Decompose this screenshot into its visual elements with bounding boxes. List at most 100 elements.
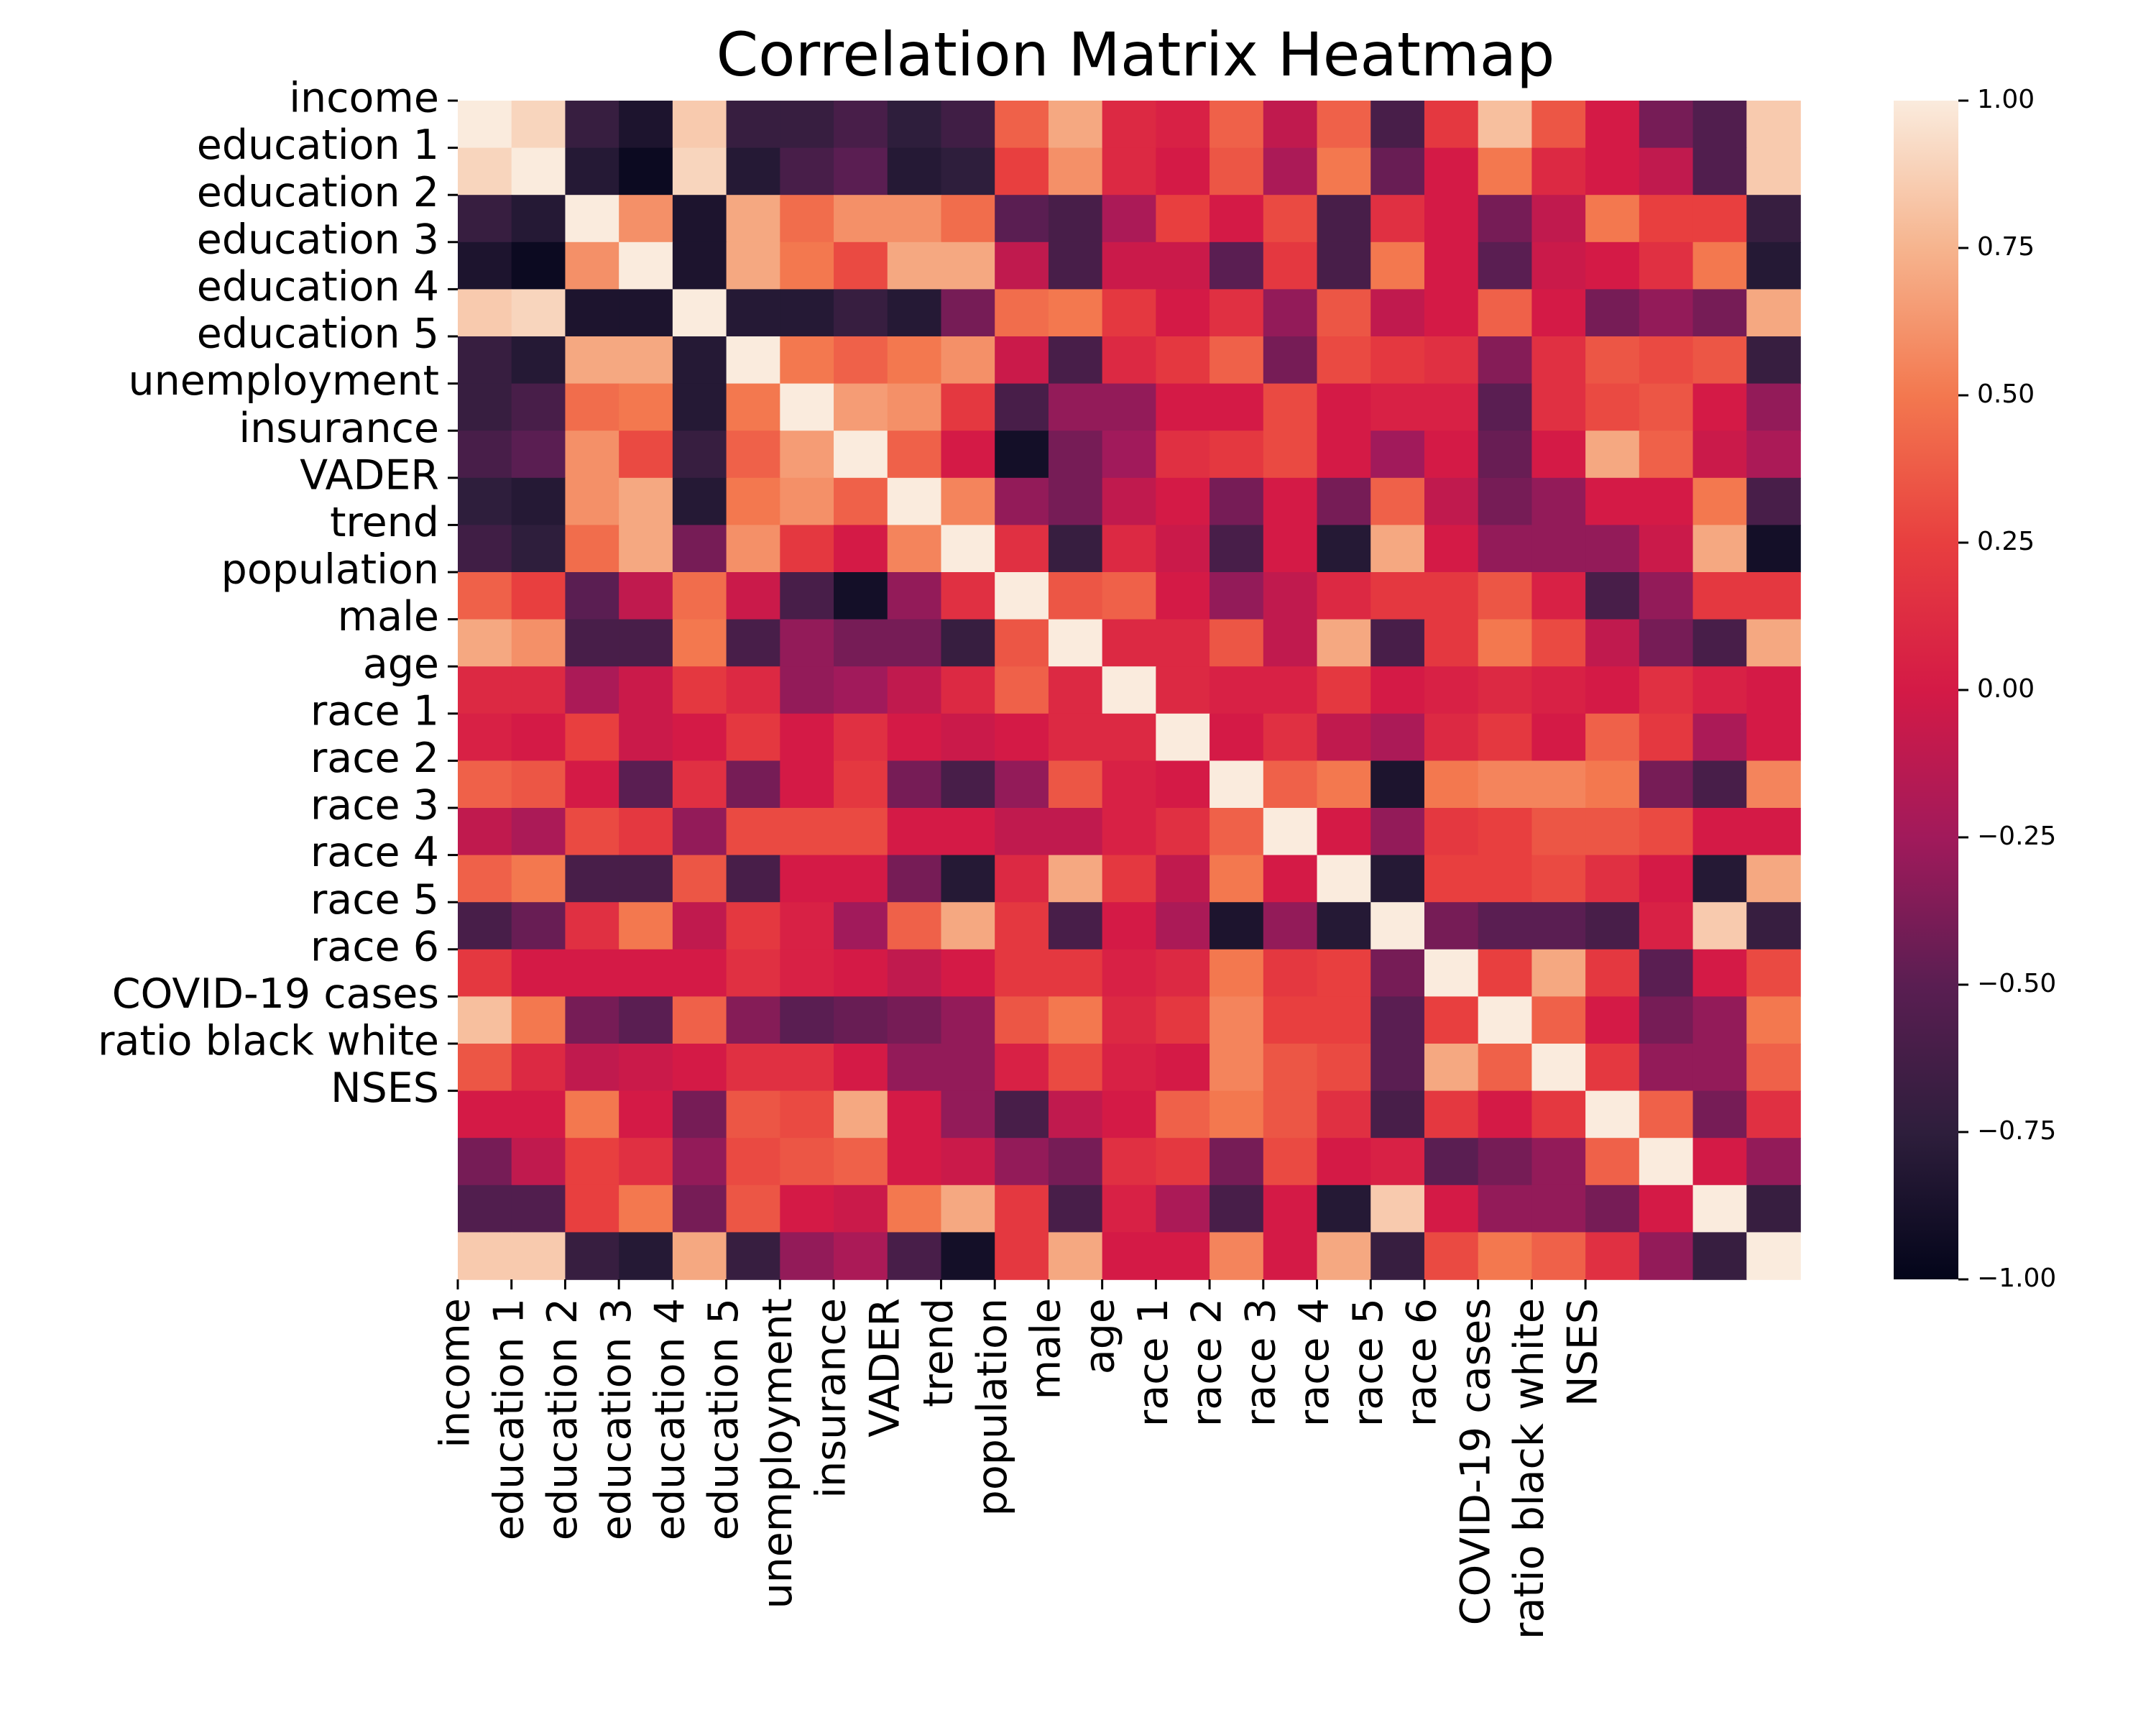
heatmap-cell bbox=[1370, 1184, 1425, 1233]
heatmap-cell bbox=[1424, 1138, 1479, 1186]
heatmap-cell bbox=[458, 902, 512, 950]
heatmap-cell bbox=[1370, 1138, 1425, 1186]
heatmap-cell bbox=[1317, 1138, 1372, 1186]
heatmap-cell bbox=[995, 808, 1049, 856]
heatmap-cell bbox=[1048, 525, 1103, 573]
heatmap-cell bbox=[1210, 1090, 1264, 1138]
heatmap-cell bbox=[619, 336, 673, 385]
heatmap-cell bbox=[1746, 1090, 1801, 1138]
heatmap-cell bbox=[1424, 619, 1479, 667]
heatmap-cell bbox=[780, 713, 834, 762]
heatmap-cell bbox=[1156, 383, 1210, 431]
heatmap-cell bbox=[1585, 902, 1640, 950]
heatmap-cell bbox=[1531, 431, 1586, 479]
heatmap-cell bbox=[1102, 477, 1157, 526]
heatmap-cell bbox=[1531, 289, 1586, 337]
heatmap-cell bbox=[1478, 666, 1533, 714]
heatmap-cell bbox=[672, 242, 727, 290]
heatmap-cell bbox=[1585, 1184, 1640, 1233]
heatmap-cell bbox=[1210, 383, 1264, 431]
heatmap-cell bbox=[1317, 336, 1372, 385]
heatmap-cell bbox=[995, 619, 1049, 667]
column-label: race 5 bbox=[1345, 1298, 1392, 1427]
heatmap-cell bbox=[619, 289, 673, 337]
heatmap-cell bbox=[458, 477, 512, 526]
heatmap-cell bbox=[1102, 336, 1157, 385]
heatmap-cell bbox=[941, 431, 995, 479]
heatmap-cell bbox=[1317, 383, 1372, 431]
heatmap-cell bbox=[672, 195, 727, 243]
heatmap-cell bbox=[1746, 1184, 1801, 1233]
heatmap-cell bbox=[941, 666, 995, 714]
heatmap-cell bbox=[1746, 949, 1801, 998]
heatmap-cell bbox=[1639, 1138, 1694, 1186]
heatmap-cell bbox=[1692, 808, 1748, 856]
heatmap-cell bbox=[1692, 902, 1748, 950]
heatmap-cell bbox=[1317, 808, 1372, 856]
heatmap-cell bbox=[1692, 1090, 1748, 1138]
heatmap-cell bbox=[1692, 431, 1748, 479]
heatmap-cell bbox=[1210, 713, 1264, 762]
heatmap-cell bbox=[887, 242, 942, 290]
heatmap-cell bbox=[1746, 101, 1801, 149]
heatmap-cell bbox=[458, 619, 512, 667]
heatmap-cell bbox=[1102, 902, 1157, 950]
heatmap-cell bbox=[565, 289, 619, 337]
heatmap-cell bbox=[1478, 383, 1533, 431]
heatmap-cell bbox=[1156, 431, 1210, 479]
heatmap-cell bbox=[1048, 1090, 1103, 1138]
heatmap-cell bbox=[1478, 147, 1533, 196]
heatmap-cell bbox=[887, 855, 942, 903]
heatmap-cell bbox=[1478, 808, 1533, 856]
heatmap-cell bbox=[619, 808, 673, 856]
heatmap-cell bbox=[1317, 666, 1372, 714]
heatmap-cell bbox=[1102, 666, 1157, 714]
heatmap-cell bbox=[941, 808, 995, 856]
heatmap-cell bbox=[1210, 289, 1264, 337]
heatmap-cell bbox=[511, 1184, 566, 1233]
heatmap-cell bbox=[780, 760, 834, 809]
heatmap-cell bbox=[726, 713, 781, 762]
heatmap-cell bbox=[1102, 1232, 1157, 1280]
heatmap-cell bbox=[726, 477, 781, 526]
heatmap-cell bbox=[1692, 525, 1748, 573]
heatmap-cell bbox=[1317, 902, 1372, 950]
column-label: race 1 bbox=[1130, 1298, 1177, 1427]
heatmap-cell bbox=[1263, 1138, 1318, 1186]
heatmap-cell bbox=[511, 383, 566, 431]
heatmap-cell bbox=[1370, 713, 1425, 762]
heatmap-cell bbox=[1531, 336, 1586, 385]
heatmap-cell bbox=[1370, 949, 1425, 998]
heatmap-cell bbox=[995, 477, 1049, 526]
heatmap-cell bbox=[1424, 1184, 1479, 1233]
heatmap-cell bbox=[565, 1184, 619, 1233]
heatmap-cell bbox=[619, 1138, 673, 1186]
heatmap-cell bbox=[1102, 383, 1157, 431]
row-label: ratio black white bbox=[98, 1018, 439, 1065]
column-label: education 3 bbox=[593, 1298, 640, 1540]
column-label: NSES bbox=[1560, 1298, 1607, 1407]
row-label: race 5 bbox=[310, 876, 439, 924]
heatmap-cell bbox=[726, 289, 781, 337]
heatmap-cell bbox=[834, 525, 888, 573]
heatmap-cell bbox=[1639, 336, 1694, 385]
heatmap-cell bbox=[1585, 195, 1640, 243]
heatmap-cell bbox=[1478, 477, 1533, 526]
heatmap-cell bbox=[1102, 289, 1157, 337]
heatmap-cell bbox=[565, 808, 619, 856]
heatmap-cell bbox=[887, 336, 942, 385]
heatmap-cell bbox=[941, 902, 995, 950]
heatmap-cell bbox=[995, 666, 1049, 714]
heatmap-cell bbox=[1370, 147, 1425, 196]
heatmap-cell bbox=[1639, 289, 1694, 337]
heatmap-cell bbox=[941, 195, 995, 243]
heatmap-cell bbox=[565, 1044, 619, 1092]
heatmap-cell bbox=[834, 101, 888, 149]
heatmap-cell bbox=[941, 1090, 995, 1138]
heatmap-cell bbox=[1263, 1044, 1318, 1092]
heatmap-cell bbox=[1102, 619, 1157, 667]
heatmap-cell bbox=[1156, 289, 1210, 337]
heatmap-cell bbox=[1424, 147, 1479, 196]
heatmap-cell bbox=[565, 855, 619, 903]
heatmap-cell bbox=[511, 902, 566, 950]
